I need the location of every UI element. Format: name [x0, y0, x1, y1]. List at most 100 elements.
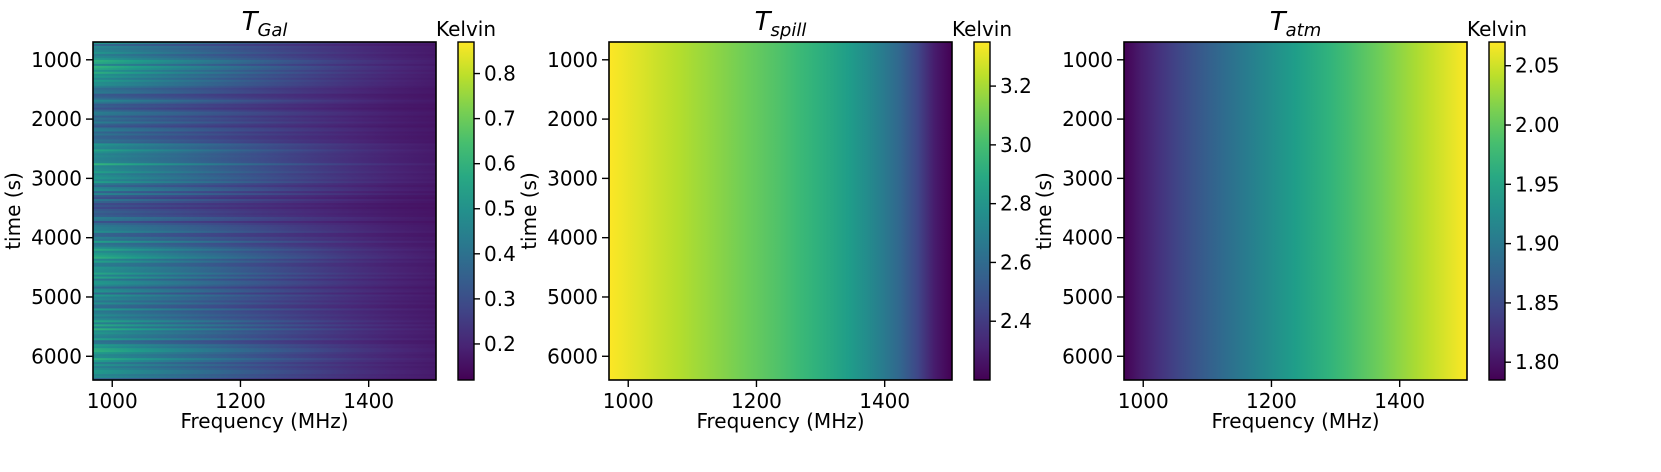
- heatmap-row: [93, 286, 436, 290]
- colorbar-label: Kelvin: [436, 17, 496, 41]
- heatmap-row: [93, 197, 436, 200]
- heatmap-row: [93, 191, 436, 194]
- heatmap-row: [93, 159, 436, 162]
- heatmap-row: [93, 201, 436, 204]
- heatmap-row: [93, 189, 436, 192]
- heatmap: [1124, 42, 1467, 380]
- y-axis-label: time (s): [1032, 172, 1056, 250]
- heatmap-row: [93, 105, 436, 109]
- heatmap-row: [93, 234, 436, 238]
- heatmap-row: [93, 181, 436, 184]
- heatmap-row: [93, 232, 436, 236]
- chart-title: Tspill: [755, 7, 807, 41]
- y-tick-label: 2000: [31, 107, 82, 131]
- heatmap-row: [93, 161, 436, 164]
- heatmap-row: [93, 230, 436, 234]
- heatmap-row: [93, 139, 436, 143]
- heatmap-row: [93, 67, 436, 71]
- heatmap-row: [93, 268, 436, 272]
- heatmap-row: [93, 183, 436, 186]
- heatmap-row: [93, 340, 436, 343]
- heatmap-row: [93, 272, 436, 276]
- heatmap-row: [93, 358, 436, 361]
- heatmap-row: [93, 61, 436, 65]
- heatmap-row: [93, 127, 436, 131]
- heatmap-row: [93, 165, 436, 168]
- heatmap-row: [93, 153, 436, 156]
- heatmap-row: [93, 332, 436, 335]
- heatmap-row: [93, 262, 436, 266]
- heatmap-row: [93, 73, 436, 77]
- heatmap-row: [93, 101, 436, 105]
- heatmap-row: [93, 328, 436, 331]
- y-tick-label: 4000: [31, 226, 82, 250]
- heatmap-row: [93, 364, 436, 367]
- heatmap-row: [93, 246, 436, 250]
- heatmap-row: [93, 302, 436, 306]
- heatmap-row: [93, 87, 436, 91]
- heatmap-row: [93, 167, 436, 170]
- heatmap-row: [93, 298, 436, 302]
- heatmap-row: [93, 109, 436, 113]
- heatmap-row: [93, 308, 436, 312]
- colorbar-tick-label: 2.6: [1000, 250, 1032, 274]
- x-tick-label: 1000: [603, 389, 654, 413]
- heatmap-row: [93, 334, 436, 337]
- x-tick-label: 1200: [731, 389, 782, 413]
- y-tick-label: 4000: [1062, 226, 1113, 250]
- heatmap-row: [93, 195, 436, 198]
- heatmap-row: [93, 137, 436, 141]
- plot-frame: [608, 41, 953, 381]
- y-tick-label: 1000: [31, 48, 82, 72]
- heatmap-row: [93, 226, 436, 230]
- heatmap-row: [93, 57, 436, 61]
- x-tick-label: 1000: [1118, 389, 1169, 413]
- heatmap-row: [93, 107, 436, 111]
- heatmap-row: [93, 97, 436, 101]
- heatmap-row: [93, 252, 436, 256]
- heatmap-row: [93, 45, 436, 49]
- heatmap-row: [93, 270, 436, 274]
- heatmap-row: [93, 304, 436, 308]
- heatmap-row: [93, 121, 436, 125]
- heatmap-row: [93, 71, 436, 75]
- y-tick-label: 4000: [547, 226, 598, 250]
- heatmap-row: [93, 169, 436, 172]
- heatmap-row: [93, 111, 436, 115]
- colorbar: [1488, 41, 1506, 381]
- heatmap-row: [93, 69, 436, 73]
- heatmap-row: [93, 342, 436, 345]
- heatmap-row: [93, 175, 436, 178]
- heatmap-row: [93, 352, 436, 355]
- heatmap-row: [93, 193, 436, 196]
- heatmap-row: [93, 240, 436, 244]
- heatmap-row: [93, 338, 436, 341]
- colorbar-tick-label: 0.4: [484, 242, 516, 266]
- heatmap-row: [93, 135, 436, 139]
- heatmap-row: [93, 163, 436, 166]
- heatmap-row: [93, 155, 436, 158]
- y-tick-label: 3000: [547, 166, 598, 190]
- heatmap-row: [93, 141, 436, 144]
- heatmap-row: [93, 258, 436, 262]
- y-tick-label: 2000: [547, 107, 598, 131]
- x-tick-label: 1200: [1246, 389, 1297, 413]
- heatmap-row: [93, 81, 436, 85]
- heatmap-row: [93, 314, 436, 317]
- heatmap-row: [93, 89, 436, 93]
- heatmap-row: [93, 280, 436, 284]
- heatmap-row: [93, 53, 436, 57]
- heatmap-row: [93, 216, 436, 220]
- colorbar-tick-label: 1.95: [1515, 172, 1560, 196]
- heatmap-row: [93, 238, 436, 242]
- heatmap-row: [93, 346, 436, 349]
- heatmap-row: [93, 143, 436, 146]
- y-axis-label: time (s): [517, 172, 541, 250]
- heatmap-row: [93, 228, 436, 232]
- heatmap-row: [93, 95, 436, 99]
- heatmap-row: [93, 320, 436, 323]
- heatmap-row: [93, 356, 436, 359]
- x-tick-label: 1000: [87, 389, 138, 413]
- heatmap-row: [93, 368, 436, 371]
